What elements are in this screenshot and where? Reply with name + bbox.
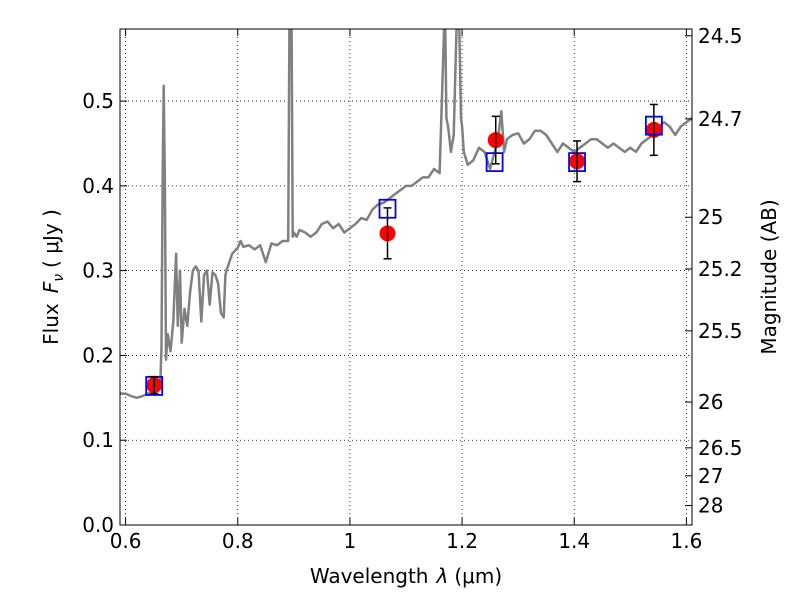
x-axis-title-unit: (μm) (454, 564, 502, 588)
y2-tick-label: 26 (698, 390, 723, 414)
model-point (485, 152, 504, 173)
y2-tick-label: 27 (698, 464, 723, 488)
x-tick-label: 1 (344, 529, 357, 553)
grid (120, 29, 692, 526)
y-axis-title-prefix: Flux (39, 303, 63, 345)
photometry-markers (145, 103, 663, 396)
x-tick-label: 1.2 (446, 529, 478, 553)
y-tick-label: 0.2 (82, 343, 114, 367)
y2-tick-label: 26.5 (698, 436, 743, 460)
x-tick-label: 1.6 (670, 529, 702, 553)
x-axis-ticks: 0.6 0.8 1 1.2 1.4 1.6 (110, 29, 702, 553)
y-axis-ticks: 0.0 0.1 0.2 0.3 0.4 0.5 (82, 89, 127, 537)
x-axis-title-prefix: Wavelength (310, 564, 429, 588)
y2-tick-label: 28 (698, 493, 723, 517)
y-axis-title-unit: ( μJy ) (39, 209, 63, 268)
spectrum-series (120, 29, 692, 400)
y-tick-label: 0.3 (82, 259, 114, 283)
y2-axis-title: Magnitude (AB) (757, 199, 781, 354)
x-tick-label: 0.8 (222, 529, 254, 553)
y-tick-label: 0.4 (82, 174, 114, 198)
spectrum-line (120, 29, 692, 400)
x-tick-label: 0.6 (110, 529, 142, 553)
y-axis-title-sub: ν (51, 274, 67, 282)
y2-tick-label: 24.5 (698, 24, 743, 48)
y-tick-label: 0.1 (82, 428, 114, 452)
y2-tick-label: 25.5 (698, 319, 743, 343)
x-tick-label: 1.4 (558, 529, 590, 553)
y2-tick-label: 24.7 (698, 107, 743, 131)
y-axis-title: Flux Fν ( μJy ) (39, 209, 67, 345)
y2-tick-label: 25.2 (698, 257, 743, 281)
x-axis-title: Wavelength λ (μm) (310, 564, 502, 588)
x-axis-title-symbol: λ (436, 564, 449, 588)
plot-frame (119, 28, 693, 526)
y-axis-title-symbol: F (39, 281, 63, 293)
y2-tick-label: 25 (698, 205, 723, 229)
y2-axis-ticks: 24.5 24.7 25 25.2 25.5 26 26.5 27 28 (685, 24, 743, 517)
y-tick-label: 0.5 (82, 89, 114, 113)
y-tick-label: 0.0 (82, 513, 114, 537)
